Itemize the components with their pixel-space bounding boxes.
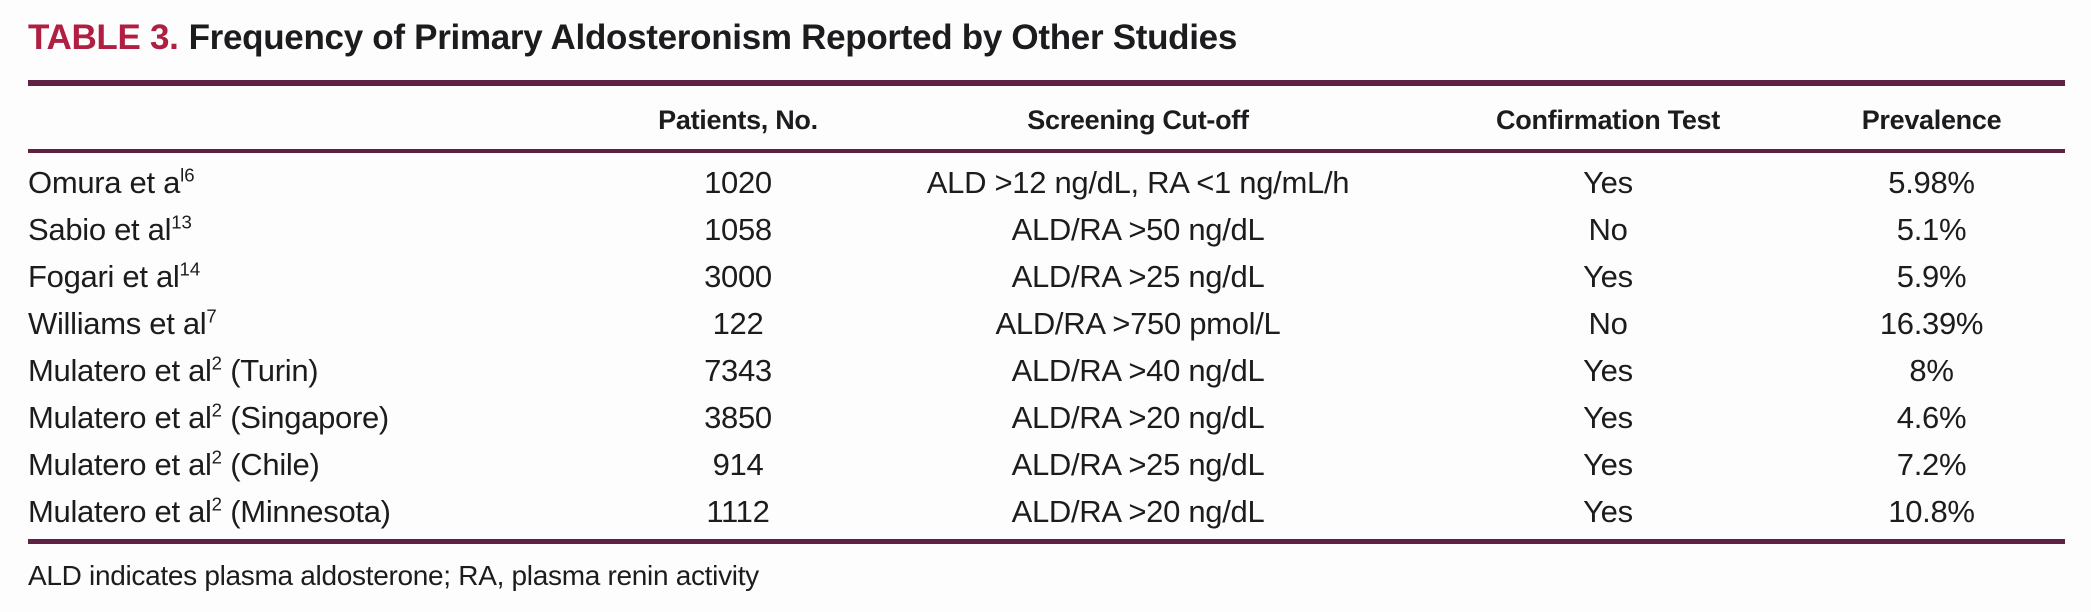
study-name: Fogari et al — [28, 259, 180, 294]
patients-cell: 3000 — [704, 259, 772, 294]
study-cell: Williams et al7 — [28, 300, 618, 347]
header-screening: Screening Cut-off — [858, 86, 1418, 153]
prevalence-cell: 5.9% — [1896, 259, 1967, 294]
table-row: Mulatero et al2 (Turin) 7343 ALD/RA >40 … — [28, 347, 2065, 394]
study-location: (Chile) — [221, 447, 320, 482]
table-row: Mulatero et al2 (Minnesota) 1112 ALD/RA … — [28, 488, 2065, 544]
citation-superscript: 2 — [211, 399, 222, 421]
confirmation-cell: No — [1588, 306, 1628, 341]
citation-superscript: 2 — [211, 493, 222, 515]
prevalence-cell: 7.2% — [1896, 447, 1967, 482]
screening-cell: ALD/RA >25 ng/dL — [1011, 259, 1265, 294]
study-location: (Turin) — [221, 353, 319, 388]
prevalence-cell: 5.1% — [1896, 212, 1967, 247]
citation-superscript: 7 — [206, 305, 217, 327]
prevalence-cell: 4.6% — [1896, 400, 1967, 435]
table-row: Sabio et al13 1058 ALD/RA >50 ng/dL No 5… — [28, 206, 2065, 253]
study-cell: Sabio et al13 — [28, 206, 618, 253]
header-confirmation: Confirmation Test — [1418, 86, 1798, 153]
study-cell: Fogari et al14 — [28, 253, 618, 300]
study-name: Mulatero et al — [28, 400, 212, 435]
screening-cell: ALD/RA >20 ng/dL — [1011, 400, 1265, 435]
study-location: (Minnesota) — [221, 494, 391, 529]
prevalence-cell: 10.8% — [1798, 488, 2065, 544]
patients-cell: 914 — [712, 447, 764, 482]
study-name: Mulatero et al — [28, 447, 212, 482]
study-cell: Omura et al6 — [28, 151, 618, 206]
prevalence-cell: 16.39% — [1879, 306, 1984, 341]
citation-superscript: 2 — [211, 352, 222, 374]
study-name: Mulatero et al — [28, 353, 212, 388]
screening-cell: ALD/RA >25 ng/dL — [1011, 447, 1265, 482]
citation-superscript: 13 — [171, 211, 192, 233]
study-cell: Mulatero et al2 (Chile) — [28, 441, 618, 488]
confirmation-cell: Yes — [1583, 400, 1633, 435]
table-header: Patients, No. Screening Cut-off Confirma… — [28, 86, 2065, 153]
study-cell: Mulatero et al2 (Minnesota) — [28, 488, 618, 544]
table-footnote: ALD indicates plasma aldosterone; RA, pl… — [28, 560, 759, 591]
citation-superscript: 2 — [211, 446, 222, 468]
table-number-label: TABLE 3. — [28, 18, 179, 57]
header-patients: Patients, No. — [618, 86, 858, 153]
study-name: Mulatero et al — [28, 494, 212, 529]
screening-cell: ALD/RA >20 ng/dL — [858, 488, 1418, 544]
study-name: Williams et al — [28, 306, 207, 341]
patients-cell: 1058 — [704, 212, 772, 247]
study-name: Omura et a — [28, 165, 181, 200]
screening-cell: ALD >12 ng/dL, RA <1 ng/mL/h — [926, 165, 1350, 200]
confirmation-cell: Yes — [1583, 447, 1633, 482]
prevalence-cell: 5.98% — [1888, 165, 1975, 200]
citation-superscript: 14 — [179, 258, 201, 280]
table-row: Williams et al7 122 ALD/RA >750 pmol/L N… — [28, 300, 2065, 347]
header-row: Patients, No. Screening Cut-off Confirma… — [28, 86, 2065, 153]
study-name: Sabio et al — [28, 212, 172, 247]
table-row: Mulatero et al2 (Chile) 914 ALD/RA >25 n… — [28, 441, 2065, 488]
confirmation-cell: Yes — [1583, 259, 1633, 294]
confirmation-cell: No — [1588, 212, 1628, 247]
study-cell: Mulatero et al2 (Turin) — [28, 347, 618, 394]
prevalence-cell: 8% — [1909, 353, 1954, 388]
table-row: Mulatero et al2 (Singapore) 3850 ALD/RA … — [28, 394, 2065, 441]
table-title: TABLE 3. Frequency of Primary Aldosteroni… — [28, 16, 2065, 60]
patients-cell: 1020 — [704, 165, 772, 200]
header-prevalence: Prevalence — [1798, 86, 2065, 153]
patients-cell: 1112 — [618, 488, 858, 544]
patients-cell: 122 — [712, 306, 764, 341]
confirmation-cell: Yes — [1418, 488, 1798, 544]
screening-cell: ALD/RA >50 ng/dL — [1011, 212, 1265, 247]
screening-cell: ALD/RA >40 ng/dL — [1011, 353, 1265, 388]
citation-superscript: l6 — [180, 164, 195, 186]
table-row: Fogari et al14 3000 ALD/RA >25 ng/dL Yes… — [28, 253, 2065, 300]
study-cell: Mulatero et al2 (Singapore) — [28, 394, 618, 441]
data-table: Patients, No. Screening Cut-off Confirma… — [28, 86, 2065, 544]
screening-cell: ALD/RA >750 pmol/L — [995, 306, 1281, 341]
confirmation-cell: Yes — [1583, 353, 1633, 388]
study-location: (Singapore) — [221, 400, 389, 435]
table-row: Omura et al6 1020 ALD >12 ng/dL, RA <1 n… — [28, 151, 2065, 206]
confirmation-cell: Yes — [1583, 165, 1633, 200]
table-body: Omura et al6 1020 ALD >12 ng/dL, RA <1 n… — [28, 151, 2065, 544]
patients-cell: 3850 — [704, 400, 772, 435]
header-study — [28, 86, 618, 153]
title-divider-rule — [28, 80, 2065, 86]
patients-cell: 7343 — [704, 353, 772, 388]
table-caption: Frequency of Primary Aldosteronism Repor… — [188, 18, 1238, 57]
